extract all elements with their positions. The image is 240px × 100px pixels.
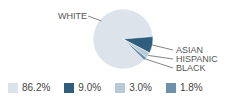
svg-text:HISPANIC: HISPANIC xyxy=(176,54,218,64)
svg-text:ASIAN: ASIAN xyxy=(176,45,203,55)
html-text:1.8%: 1.8% xyxy=(180,82,203,93)
svg-text:BLACK: BLACK xyxy=(176,63,206,73)
html-text:9.0%: 9.0% xyxy=(78,82,102,93)
svg-text:WHITE: WHITE xyxy=(58,11,87,21)
html-text:86.2%: 86.2% xyxy=(22,82,51,93)
html-text:3.0%: 3.0% xyxy=(129,82,152,93)
